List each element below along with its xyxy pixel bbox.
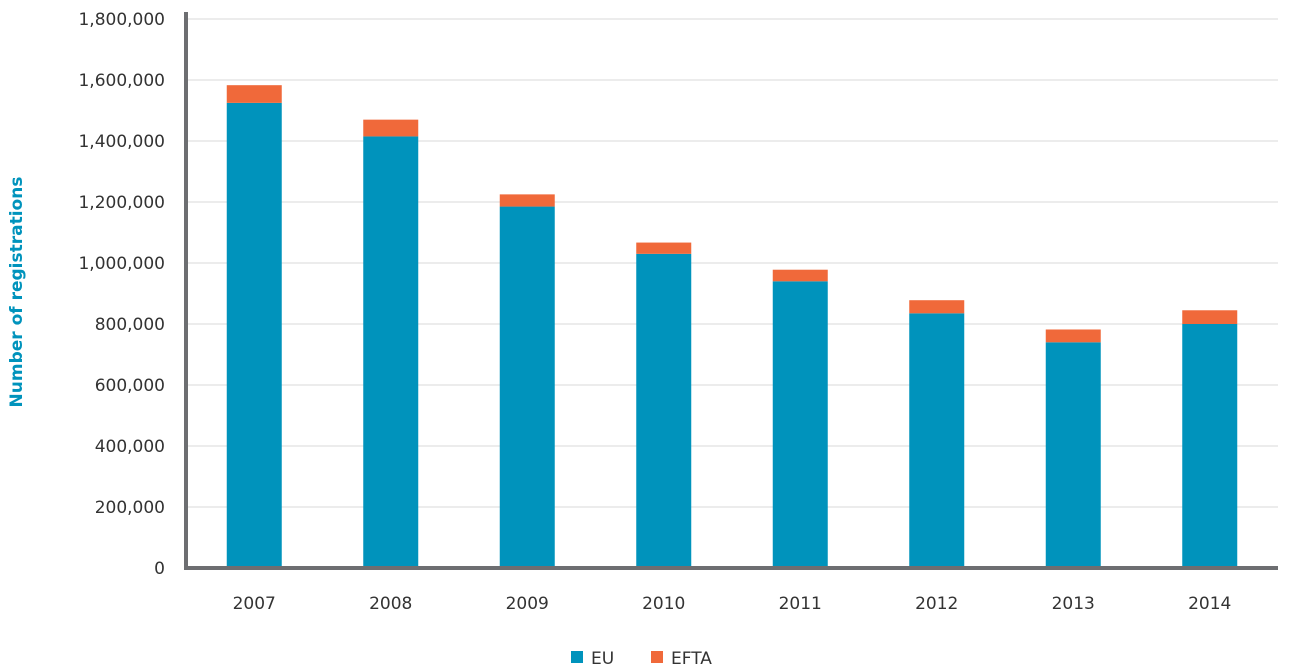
x-tick-label: 2013 (1052, 594, 1095, 614)
y-axis-label: Number of registrations (7, 177, 27, 408)
y-tick-label: 200,000 (95, 498, 165, 518)
y-tick-label: 0 (154, 559, 165, 579)
bar-eu-2008 (363, 136, 419, 569)
y-tick-label: 1,600,000 (78, 71, 165, 91)
bar-efta-2008 (363, 119, 419, 137)
bar-eu-2013 (1045, 342, 1101, 568)
bar-efta-2009 (499, 194, 555, 207)
y-tick-label: 400,000 (95, 437, 165, 457)
y-tick-label: 1,800,000 (78, 10, 165, 30)
x-tick-label: 2012 (915, 594, 958, 614)
bar-eu-2009 (499, 206, 555, 568)
bar-efta-2010 (636, 242, 692, 254)
gridlines (186, 18, 1278, 508)
bar-efta-2012 (909, 300, 965, 314)
bar-eu-2010 (636, 253, 692, 568)
bar-efta-2011 (772, 269, 828, 282)
legend-swatch-eu (571, 651, 583, 663)
x-tick-label: 2014 (1188, 594, 1231, 614)
bar-eu-2007 (226, 102, 282, 568)
x-tick-label: 2007 (233, 594, 276, 614)
bar-eu-2011 (772, 281, 828, 568)
legend-label-efta: EFTA (671, 649, 712, 669)
axes (184, 12, 1278, 570)
x-tick-label: 2009 (506, 594, 549, 614)
legend-label-eu: EU (591, 649, 614, 669)
y-tick-label: 1,400,000 (78, 132, 165, 152)
y-tick-label: 1,200,000 (78, 193, 165, 213)
x-tick-label: 2011 (779, 594, 822, 614)
y-tick-labels: 0 200,000 400,000 600,000 800,000 1,000,000 1,… (78, 10, 165, 579)
bar-efta-2007 (226, 85, 282, 103)
bar-efta-2013 (1045, 329, 1101, 343)
y-tick-label: 800,000 (95, 315, 165, 335)
y-tick-label: 1,000,000 (78, 254, 165, 274)
bars (226, 85, 1238, 569)
y-tick-label: 600,000 (95, 376, 165, 396)
legend: EU EFTA (571, 649, 712, 669)
x-tick-labels: 2007 2008 2009 2010 2011 2012 2013 2014 (233, 594, 1232, 614)
x-tick-label: 2008 (369, 594, 412, 614)
legend-swatch-efta (651, 651, 663, 663)
bar-efta-2014 (1182, 310, 1238, 324)
bar-eu-2012 (909, 313, 965, 568)
bar-eu-2014 (1182, 324, 1238, 568)
x-tick-label: 2010 (642, 594, 685, 614)
